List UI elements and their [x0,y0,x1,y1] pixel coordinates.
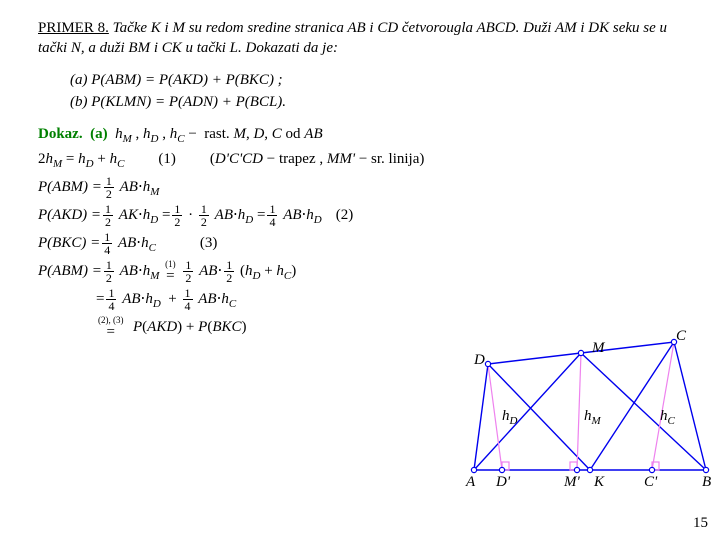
sub-c: C [177,133,184,145]
sp [178,263,182,280]
pbkc-rhs: AB⋅hC [114,235,156,252]
pakd-mid: AK⋅hD = [115,207,170,224]
half-4: 12 [199,203,209,228]
proof-heading: Dokaz. (a) hM , hD , hC − rast. M, D, C … [38,124,682,145]
pakd-lhs: P(AKD) = [38,207,101,224]
a-label: (a) [90,126,108,142]
dokaz-word: Dokaz. [38,126,83,142]
pakd-rhs: AB⋅hD [279,207,321,224]
label-C: C [676,328,686,345]
quarter-3: 14 [106,287,116,312]
pabm3-a: AB⋅hD + [118,291,180,308]
problem-statement: PRIMER 8. Tačke K i M su redom sredine s… [38,18,682,59]
page-number: 15 [693,515,708,532]
label-A: A [466,474,475,491]
dot1: · [184,207,197,224]
eq-ref23: (2), (3)= [98,316,124,340]
line-pabm3: = 14 AB⋅hD + 14 AB⋅hC [96,287,682,313]
pabm2-a: AB⋅hM [116,263,163,280]
quarter-4: 14 [183,287,193,312]
part-a: (a) P(ABM) = P(AKD) + P(BKC) ; [70,69,682,92]
half-5: 12 [104,259,114,284]
heights-text: hM , hD , hC [111,126,188,142]
half-6: 12 [183,259,193,284]
page-root: PRIMER 8. Tačke K i M su redom sredine s… [0,0,720,540]
eq-sign: = [96,291,104,308]
quarter-1: 14 [267,203,277,228]
sub-d: D [151,133,159,145]
final-rhs: P(AKD) + P(BKC) [126,319,247,336]
half-2: 12 [103,203,113,228]
label-Dp: D' [496,474,510,491]
trapez-note: (D'C'CD − trapez , MM' − sr. linija) [210,151,424,168]
primer-label: PRIMER 8. [38,20,109,36]
label-D: D [474,352,485,369]
tag-3: (3) [200,235,218,252]
tag-2: (2) [336,207,354,224]
label-K: K [594,474,604,491]
eq-ref1: (1)= [165,260,176,284]
statement-text: Tačke K i M su redom sredine stranica AB… [38,20,667,56]
part-b: (b) P(KLMN) = P(ADN) + P(BCL). [70,91,682,114]
half-7: 12 [224,259,234,284]
half-1: 12 [104,175,114,200]
quarter-2: 14 [102,231,112,256]
pakd-mid2: AB⋅hD = [211,207,266,224]
pbkc-lhs: P(BKC) = [38,235,100,252]
line-pbkc: P(BKC) = 14 AB⋅hC (3) [38,231,682,257]
geometry-figure: A B D C M K D' M' C' hD hM hC [466,322,714,502]
tag-1: (1) [158,151,176,168]
pabm3-b: AB⋅hC [195,291,237,308]
pabm-lhs: P(ABM) = [38,179,102,196]
pabm2-b: AB⋅ [195,263,222,280]
sub-m: M [123,133,132,145]
pabm2-c: (hD + hC) [236,263,296,280]
pabm-rhs: AB⋅hM [116,179,160,196]
subparts: (a) P(ABM) = P(AKD) + P(BKC) ; (b) P(KLM… [70,69,682,114]
eq1: 2hM = hD + hC [38,151,124,168]
rast-text: − rast. M, D, C od AB [188,126,322,142]
label-hD: hD [502,408,517,425]
pabm2-lhs: P(ABM) = [38,263,102,280]
label-Mp: M' [564,474,580,491]
line-pakd: P(AKD) = 12 AK⋅hD = 12 · 12 AB⋅hD = 14 A… [38,203,682,229]
label-hM: hM [584,408,601,425]
label-Cp: C' [644,474,657,491]
label-hC: hC [660,408,675,425]
line-pabm: P(ABM) = 12 AB⋅hM [38,175,682,201]
half-3: 12 [172,203,182,228]
label-B: B [702,474,711,491]
line-pabm2: P(ABM) = 12 AB⋅hM (1)= 12 AB⋅ 12 (hD + h… [38,259,682,285]
line-1: 2hM = hD + hC (1) (D'C'CD − trapez , MM'… [38,147,682,173]
label-M: M [592,340,605,357]
